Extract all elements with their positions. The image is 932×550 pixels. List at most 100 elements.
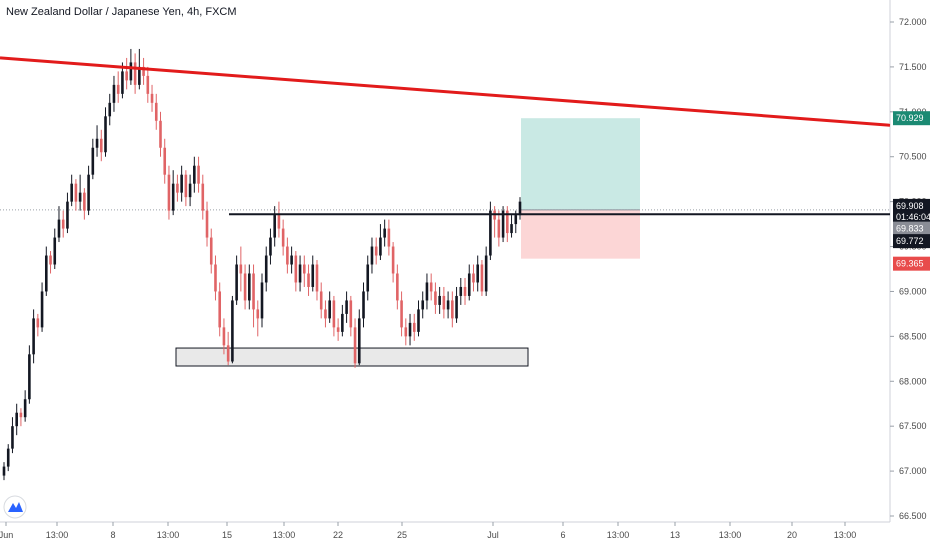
candle-body[interactable] <box>417 309 420 332</box>
candle-body[interactable] <box>252 273 255 310</box>
candle-body[interactable] <box>404 327 408 337</box>
candle-body[interactable] <box>332 300 336 328</box>
candle-body[interactable] <box>70 183 73 202</box>
candle-body[interactable] <box>463 286 467 296</box>
candle-body[interactable] <box>125 71 128 81</box>
candle-body[interactable] <box>11 426 14 449</box>
candle-body[interactable] <box>408 322 412 337</box>
candle-body[interactable] <box>116 84 120 94</box>
candle-body[interactable] <box>87 174 90 211</box>
candle-body[interactable] <box>167 174 171 211</box>
candle-body[interactable] <box>269 237 272 256</box>
candle-body[interactable] <box>307 273 310 287</box>
descending-trendline[interactable] <box>0 56 891 127</box>
candle-body[interactable] <box>66 201 69 229</box>
candle-body[interactable] <box>315 264 319 292</box>
candle-body[interactable] <box>425 282 429 301</box>
candle-body[interactable] <box>336 327 340 332</box>
candle-body[interactable] <box>205 210 209 238</box>
candle-body[interactable] <box>142 66 145 76</box>
candle-body[interactable] <box>129 62 133 81</box>
candle-body[interactable] <box>201 183 205 211</box>
candle-body[interactable] <box>40 291 44 328</box>
candle-body[interactable] <box>239 264 243 274</box>
candle-body[interactable] <box>6 448 10 467</box>
candle-body[interactable] <box>32 318 35 355</box>
candle-body[interactable] <box>2 466 6 476</box>
candle-body[interactable] <box>514 215 518 225</box>
candle-body[interactable] <box>294 255 298 283</box>
candle-body[interactable] <box>193 165 196 184</box>
candle-body[interactable] <box>311 264 315 287</box>
candle-body[interactable] <box>138 66 141 85</box>
candle-body[interactable] <box>91 147 95 175</box>
candle-body[interactable] <box>83 192 86 211</box>
candle-body[interactable] <box>506 210 509 234</box>
candle-body[interactable] <box>163 147 167 175</box>
candle-body[interactable] <box>281 228 285 247</box>
candle-body[interactable] <box>248 273 251 301</box>
candle-body[interactable] <box>184 174 188 198</box>
candle-body[interactable] <box>171 183 175 211</box>
candle-body[interactable] <box>176 183 179 193</box>
candle-body[interactable] <box>455 295 458 319</box>
candle-body[interactable] <box>442 295 446 310</box>
candle-body[interactable] <box>277 215 281 229</box>
candle-body[interactable] <box>231 300 234 362</box>
support-zone[interactable] <box>175 347 529 367</box>
candle-body[interactable] <box>345 300 348 314</box>
candle-body[interactable] <box>362 291 365 319</box>
candle-body[interactable] <box>341 313 344 332</box>
candle-body[interactable] <box>264 255 268 283</box>
candle-body[interactable] <box>78 192 82 202</box>
candle-body[interactable] <box>197 165 200 184</box>
candle-body[interactable] <box>286 246 289 265</box>
candle-body[interactable] <box>387 228 391 247</box>
target-zone[interactable] <box>521 118 640 210</box>
candle-body[interactable] <box>400 300 403 328</box>
candle-body[interactable] <box>235 264 238 301</box>
candle-body[interactable] <box>497 219 501 238</box>
candle-body[interactable] <box>446 300 450 310</box>
candle-body[interactable] <box>243 273 247 301</box>
candle-body[interactable] <box>421 300 425 310</box>
candle-body[interactable] <box>484 255 488 292</box>
candle-body[interactable] <box>396 273 399 301</box>
candle-body[interactable] <box>501 210 505 238</box>
candle-body[interactable] <box>383 228 386 238</box>
candle-body[interactable] <box>480 264 484 292</box>
candle-body[interactable] <box>53 237 57 265</box>
candle-body[interactable] <box>146 75 150 94</box>
candle-body[interactable] <box>438 295 441 305</box>
candle-body[interactable] <box>112 84 116 103</box>
candle-body[interactable] <box>104 116 107 153</box>
candle-body[interactable] <box>99 138 103 153</box>
candle-body[interactable] <box>74 183 78 202</box>
candle-body[interactable] <box>159 120 162 148</box>
candle-body[interactable] <box>49 255 52 265</box>
candle-body[interactable] <box>510 224 513 234</box>
candle-body[interactable] <box>226 345 230 362</box>
candle-body[interactable] <box>273 215 276 238</box>
candle-body[interactable] <box>260 282 264 319</box>
candle-body[interactable] <box>412 322 416 332</box>
candle-body[interactable] <box>349 300 353 328</box>
candle-body[interactable] <box>518 201 522 216</box>
candle-body[interactable] <box>23 399 27 418</box>
candle-body[interactable] <box>374 246 378 256</box>
candle-body[interactable] <box>180 174 183 193</box>
candle-body[interactable] <box>256 309 260 319</box>
candle-body[interactable] <box>357 318 361 364</box>
candle-body[interactable] <box>434 291 437 305</box>
candle-body[interactable] <box>121 71 124 94</box>
stop-zone[interactable] <box>521 209 640 259</box>
candle-body[interactable] <box>28 354 31 400</box>
candle-body[interactable] <box>328 300 331 319</box>
candle-body[interactable] <box>214 264 217 292</box>
candle-body[interactable] <box>133 62 137 85</box>
candle-body[interactable] <box>154 102 158 121</box>
candle-body[interactable] <box>391 246 395 274</box>
candle-body[interactable] <box>44 255 48 292</box>
candle-body[interactable] <box>459 286 463 296</box>
candle-body[interactable] <box>61 219 65 229</box>
